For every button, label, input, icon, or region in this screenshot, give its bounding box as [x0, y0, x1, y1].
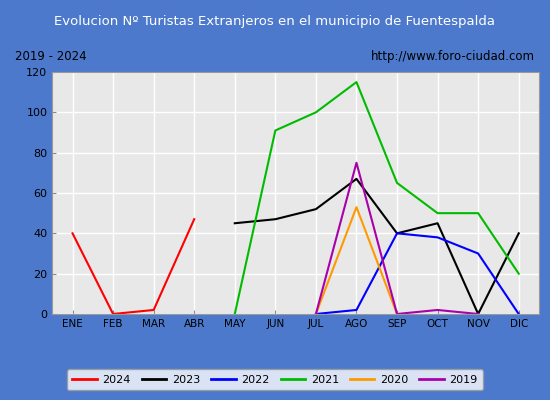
Text: http://www.foro-ciudad.com: http://www.foro-ciudad.com — [371, 50, 535, 63]
Text: Evolucion Nº Turistas Extranjeros en el municipio de Fuentespalda: Evolucion Nº Turistas Extranjeros en el … — [54, 14, 496, 28]
Text: 2019 - 2024: 2019 - 2024 — [15, 50, 87, 63]
Legend: 2024, 2023, 2022, 2021, 2020, 2019: 2024, 2023, 2022, 2021, 2020, 2019 — [67, 369, 483, 390]
